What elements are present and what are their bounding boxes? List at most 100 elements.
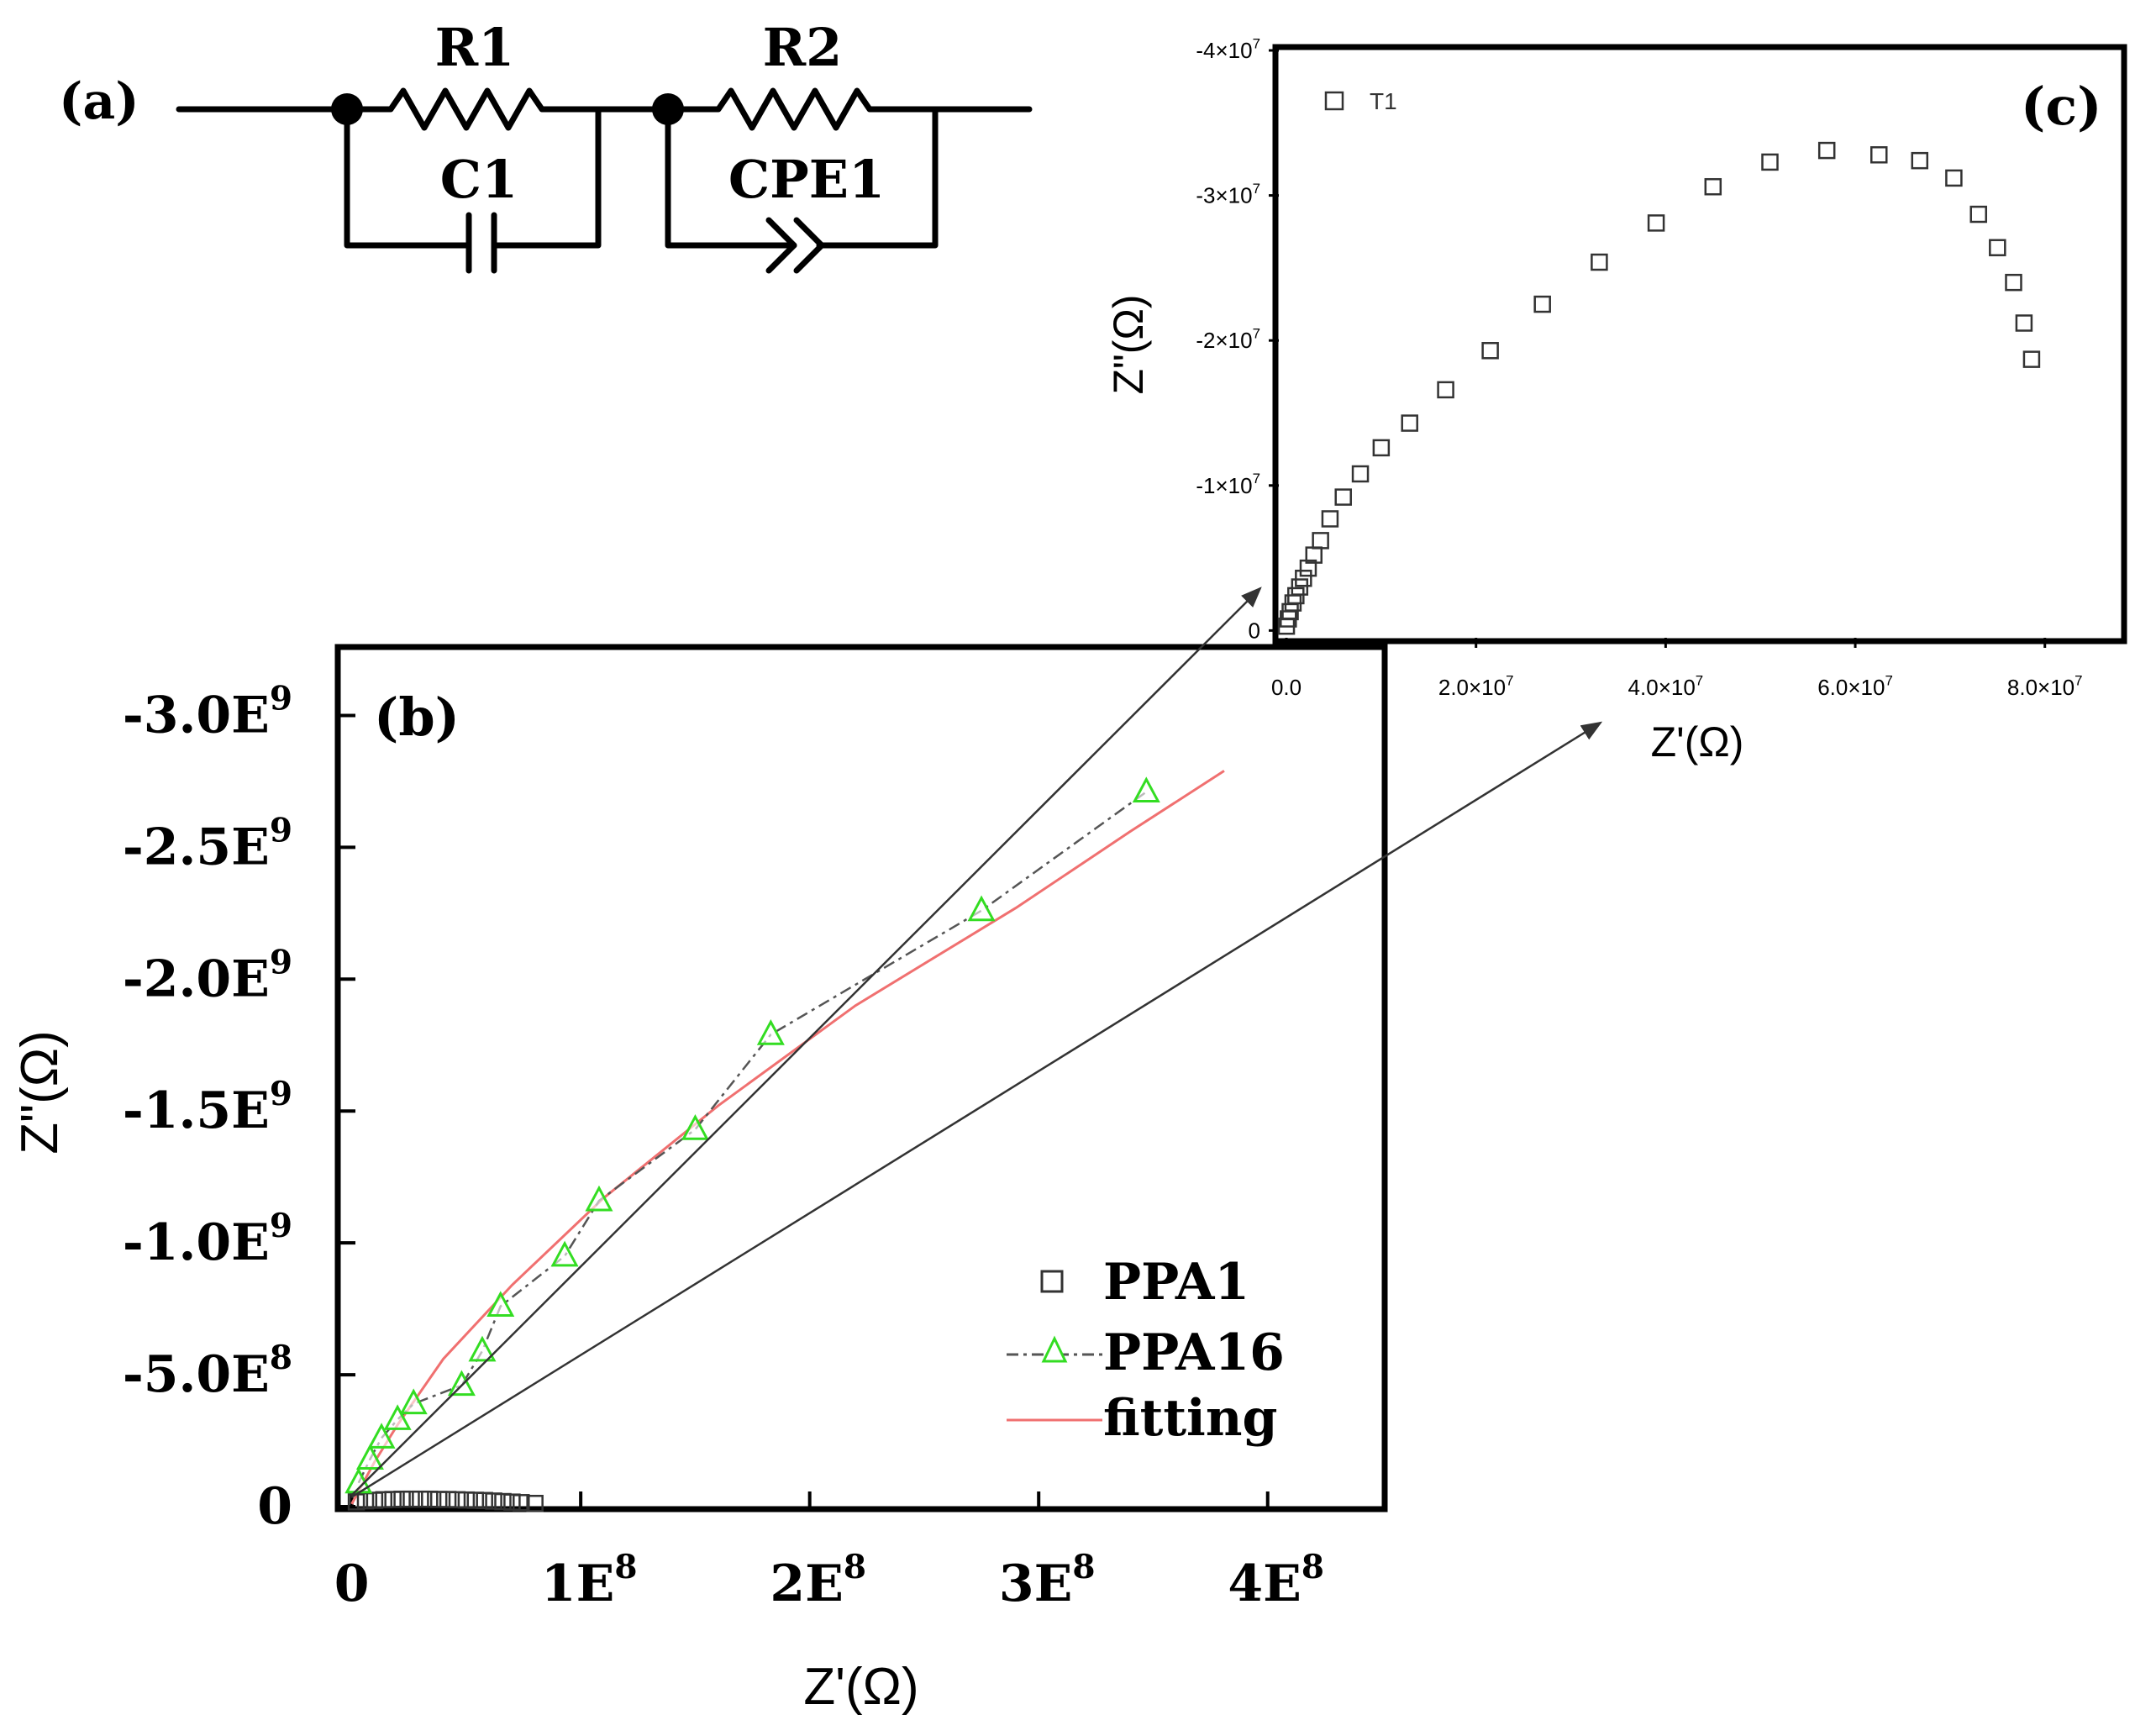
- panel-b-y-tick-label-base: -2.0E: [123, 950, 270, 1008]
- t1-point: [1321, 510, 1339, 528]
- panel-c-axis-ticks: [1269, 49, 2047, 648]
- ppa16-point: [355, 1444, 384, 1470]
- panel-b-y-tick-label-base: -3.0E: [123, 686, 270, 744]
- panel-b-x-tick-label: 0: [334, 1555, 370, 1613]
- panel-b-y-axis-label: Z"(Ω): [11, 1030, 69, 1155]
- ppa1-point: [421, 1490, 439, 1508]
- t1-point: [1817, 141, 1836, 160]
- panel-label-a: (a): [59, 72, 139, 131]
- ppa1-point: [439, 1491, 457, 1508]
- panel-c-y-tick-label: -4×107: [1196, 35, 1260, 63]
- ppa1-point: [466, 1491, 485, 1509]
- panel-b-x-tick-label-exponent: 8: [844, 1548, 866, 1586]
- ppa1-point: [412, 1490, 429, 1508]
- panel-b-x-tick-label-base: 0: [334, 1555, 370, 1613]
- panel-b-x-tick-label: 1E8: [541, 1548, 638, 1613]
- t1-point: [1481, 342, 1499, 360]
- panel-b-y-tick-label: 0: [257, 1477, 292, 1536]
- t1-point: [1647, 214, 1665, 232]
- panel-b-x-tick-labels: 0 1E8 2E8 3E8 4E8: [334, 1548, 1324, 1613]
- panel-b-y-tick-label-exponent: 9: [270, 1207, 292, 1245]
- zoom-arrows: [350, 587, 1603, 1499]
- panel-c-series: [1277, 141, 2041, 635]
- ppa1-point: [494, 1492, 512, 1511]
- panel-b-y-tick-label: -3.0E9: [123, 679, 292, 744]
- panel-c-x-axis-label: Z'(Ω): [1651, 718, 1744, 765]
- panel-c-x-tick-label-exponent: 7: [1506, 672, 1513, 688]
- panel-c-y-tick-label-exponent: 7: [1253, 471, 1260, 487]
- panel-b-frame: [334, 644, 1388, 1512]
- panel-b-y-tick-label: -5.0E8: [123, 1339, 292, 1404]
- panel-b-y-tick-label-base: -1.5E: [123, 1081, 270, 1140]
- panel-c-x-tick-label: 2.0×107: [1438, 672, 1514, 700]
- ppa16-point: [585, 1185, 613, 1212]
- ppa1-point: [365, 1491, 384, 1509]
- t1-point: [2015, 314, 2033, 332]
- panel-c-x-tick-label-base: 6.0×10: [1817, 675, 1885, 700]
- t1-point: [1295, 569, 1312, 587]
- panel-c-y-tick-label-base: 0: [1249, 618, 1260, 643]
- cpe1-wire-left: [665, 106, 797, 249]
- panel-c-y-tick-label-exponent: 7: [1253, 325, 1260, 341]
- panel-b-x-tick-label-base: 4E: [1228, 1555, 1301, 1613]
- panel-b-y-tick-label-base: -5.0E: [123, 1345, 270, 1404]
- panel-c-y-tick-label: -3×107: [1196, 181, 1260, 208]
- node-left: [331, 93, 363, 125]
- panel-b-y-tick-label-exponent: 8: [270, 1339, 292, 1377]
- ppa16-line: [357, 791, 1148, 1484]
- r1-label: R1: [435, 17, 515, 78]
- t1-point: [1312, 532, 1329, 550]
- legend-t1-marker: [1324, 91, 1344, 111]
- t1-point: [1287, 587, 1305, 605]
- ppa1-point: [356, 1491, 375, 1510]
- c1-label: C1: [440, 149, 518, 210]
- panel-c-y-tick-label-exponent: 7: [1253, 181, 1260, 197]
- zoom-arrow-upper: [350, 587, 1262, 1497]
- panel-c-x-tick-label-base: 4.0×10: [1628, 675, 1696, 700]
- chart-panel-b: 0 1E8 2E8 3E8 4E8 0-5.0E8-1.0E9-1.5E9-2.0E9-…: [11, 644, 1388, 1716]
- ppa1-point: [402, 1490, 420, 1508]
- ppa16-point: [486, 1291, 515, 1317]
- r1-resistor: [344, 87, 602, 131]
- panel-c-y-tick-label: 0: [1249, 618, 1260, 643]
- t1-point: [1351, 465, 1370, 483]
- cpe1-wire-right: [816, 106, 939, 249]
- ppa1-point: [503, 1493, 521, 1511]
- t1-point: [1401, 414, 1418, 432]
- t1-point: [1591, 253, 1608, 271]
- panel-b-x-tick-label: 2E8: [770, 1548, 866, 1613]
- cpe1-chevron-left: [765, 217, 797, 274]
- panel-c-frame: [1272, 44, 2127, 644]
- panel-b-y-tick-label-base: -1.0E: [123, 1213, 270, 1272]
- panel-b-y-tick-label: -2.5E9: [123, 811, 292, 876]
- panel-c-x-tick-label: 0.0: [1271, 675, 1302, 700]
- panel-c-x-tick-label-exponent: 7: [1696, 672, 1703, 688]
- panel-c-y-tick-label-base: -2×10: [1196, 328, 1252, 353]
- panel-c-x-tick-labels: 0.0 2.0×107 4.0×107 6.0×107 8.0×107: [1271, 672, 2083, 700]
- panel-b-y-tick-label-base: -2.5E: [123, 818, 270, 876]
- ppa16-point: [399, 1388, 428, 1415]
- panel-c-y-tick-label-base: -4×10: [1196, 38, 1252, 63]
- ppa16-point: [367, 1423, 396, 1449]
- panel-b-y-tick-label-exponent: 9: [270, 1075, 292, 1113]
- ppa1-point: [393, 1490, 411, 1508]
- panel-c-legend: T1: [1324, 88, 1397, 114]
- ppa1-point: [448, 1491, 466, 1509]
- panel-c-x-tick-label: 8.0×107: [2007, 672, 2083, 700]
- panel-b-x-tick-label-base: 2E: [770, 1555, 843, 1613]
- t1-point: [1437, 381, 1454, 399]
- legend-fitting-label: fitting: [1103, 1389, 1277, 1448]
- panel-b-y-tick-labels: 0-5.0E8-1.0E9-1.5E9-2.0E9-2.5E9-3.0E9: [123, 679, 292, 1536]
- legend-ppa16-marker: [1041, 1335, 1068, 1363]
- node-middle: [652, 93, 684, 125]
- c1-wire-left: [344, 106, 472, 249]
- panel-b-y-tick-label: -1.0E9: [123, 1207, 292, 1272]
- panel-c-y-tick-label-base: -3×10: [1196, 183, 1252, 208]
- legend-ppa1-marker: [1040, 1270, 1064, 1293]
- r2-resistor: [665, 87, 1033, 131]
- t1-point: [1989, 239, 2006, 256]
- t1-point: [1761, 153, 1779, 171]
- ppa16-point: [967, 895, 996, 922]
- legend-ppa16-label: PPA16: [1103, 1323, 1285, 1382]
- t1-point: [1969, 205, 1987, 224]
